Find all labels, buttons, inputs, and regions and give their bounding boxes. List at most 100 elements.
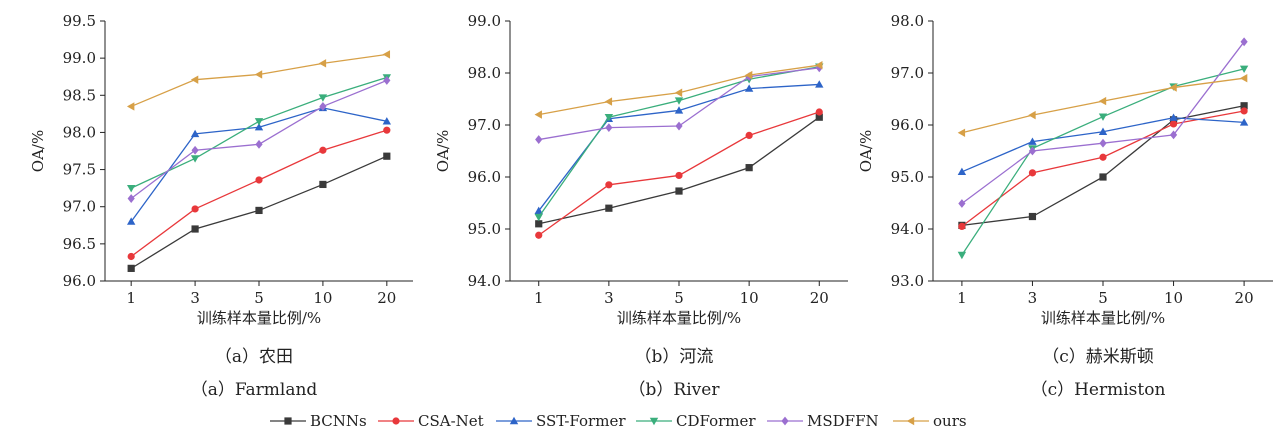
x-tick-label: 3 — [1028, 289, 1038, 307]
legend-marker — [284, 417, 291, 424]
x-tick-label: 20 — [377, 289, 396, 307]
legend-item-sst-former: SST-Former — [496, 412, 626, 430]
data-point-bcnns — [319, 181, 326, 188]
x-tick-label: 1 — [126, 289, 136, 307]
data-point-cdformer — [535, 214, 543, 221]
y-tick-label: 96.0 — [891, 116, 924, 134]
data-point-msdffn — [255, 140, 262, 149]
series-bcnns — [958, 102, 1247, 229]
data-point-cdformer — [958, 252, 966, 259]
data-point-cdformer — [255, 118, 263, 125]
legend-marker — [781, 417, 788, 426]
data-point-msdffn — [958, 199, 965, 208]
panel-caption-en: （a）Farmland — [191, 380, 318, 400]
data-point-csa-net — [1241, 107, 1248, 114]
legend-label: MSDFFN — [807, 412, 879, 430]
data-point-cdformer — [1099, 113, 1107, 120]
x-axis-label: 训练样本量比例/% — [1041, 309, 1165, 327]
data-point-msdffn — [191, 146, 198, 155]
legend-item-cdformer: CDFormer — [636, 412, 756, 430]
data-point-sst-former — [958, 168, 966, 175]
series-line-bcnns — [539, 117, 820, 224]
x-tick-label: 10 — [313, 289, 332, 307]
data-point-msdffn — [535, 135, 542, 144]
data-point-csa-net — [746, 132, 753, 139]
data-point-bcnns — [675, 187, 682, 194]
y-tick-label: 97.0 — [891, 64, 924, 82]
legend-label: CSA-Net — [418, 412, 484, 430]
data-point-ours — [319, 59, 326, 67]
x-tick-label: 5 — [254, 289, 264, 307]
y-tick-label: 95.0 — [891, 168, 924, 186]
data-point-csa-net — [1029, 169, 1036, 176]
data-point-csa-net — [1170, 120, 1177, 127]
data-point-ours — [605, 97, 612, 105]
y-axis-label: OA/% — [29, 130, 47, 172]
series-ours — [127, 50, 390, 110]
y-tick-label: 98.0 — [63, 123, 96, 141]
x-tick-label: 20 — [810, 289, 829, 307]
x-axis-label: 训练样本量比例/% — [617, 309, 741, 327]
data-point-ours — [383, 50, 390, 58]
data-point-csa-net — [535, 232, 542, 239]
legend-marker — [907, 417, 914, 425]
legend-item-msdffn: MSDFFN — [767, 412, 879, 430]
legend-label: ours — [933, 412, 967, 430]
data-point-sst-former — [815, 80, 823, 87]
data-point-bcnns — [1099, 173, 1106, 180]
legend-item-ours: ours — [893, 412, 967, 430]
data-point-bcnns — [191, 225, 198, 232]
x-tick-label: 10 — [1164, 289, 1183, 307]
data-point-ours — [958, 129, 965, 137]
y-tick-label: 99.0 — [468, 12, 501, 30]
data-point-ours — [535, 110, 542, 118]
y-tick-label: 98.0 — [891, 12, 924, 30]
y-tick-label: 99.0 — [63, 49, 96, 67]
y-tick-label: 96.0 — [468, 168, 501, 186]
data-point-msdffn — [1099, 139, 1106, 148]
data-point-bcnns — [605, 205, 612, 212]
x-tick-label: 5 — [674, 289, 684, 307]
y-tick-label: 94.0 — [891, 220, 924, 238]
y-tick-label: 96.0 — [63, 272, 96, 290]
data-point-cdformer — [191, 155, 199, 162]
data-point-ours — [1028, 111, 1035, 119]
chart-panels: 96.0 96.5 97.0 97.5 98.0 98.5 99.0 99.5 1 3 5 10 20 训… — [29, 12, 1273, 400]
y-tick-label: 97.5 — [63, 161, 96, 179]
data-point-msdffn — [128, 194, 135, 203]
legend: BCNNs CSA-Net SST-Former CDFormer MSDFFN ours — [270, 412, 967, 430]
x-tick-label: 1 — [534, 289, 544, 307]
x-axis-label: 训练样本量比例/% — [197, 309, 321, 327]
data-point-csa-net — [128, 253, 135, 260]
data-point-bcnns — [535, 220, 542, 227]
data-point-csa-net — [1099, 154, 1106, 161]
panel-caption-cn: （c）赫米斯顿 — [1042, 347, 1154, 367]
chart-panel-2: 94.0 95.0 96.0 97.0 98.0 99.0 1 3 5 10 20 训练样本量比例/%… — [434, 12, 848, 400]
panel-caption-cn: （a）农田 — [215, 347, 293, 367]
legend-item-bcnns: BCNNs — [270, 412, 367, 430]
chart-panel-1: 96.0 96.5 97.0 97.5 98.0 98.5 99.0 99.5 1 3 5 10 20 训… — [29, 12, 413, 400]
y-axis-label: OA/% — [434, 130, 452, 172]
series-bcnns — [535, 114, 823, 228]
y-tick-label: 96.5 — [63, 235, 96, 253]
data-point-csa-net — [816, 108, 823, 115]
legend-marker — [392, 417, 399, 424]
series-msdffn — [128, 76, 391, 203]
y-tick-label: 94.0 — [468, 272, 501, 290]
data-point-csa-net — [958, 223, 965, 230]
data-point-msdffn — [383, 76, 390, 85]
data-point-ours — [1240, 74, 1247, 82]
data-point-bcnns — [128, 265, 135, 272]
data-point-cdformer — [127, 185, 135, 192]
y-tick-label: 98.5 — [63, 86, 96, 104]
x-tick-label: 20 — [1235, 289, 1254, 307]
data-point-csa-net — [383, 127, 390, 134]
x-tick-label: 5 — [1098, 289, 1108, 307]
data-point-csa-net — [675, 172, 682, 179]
data-point-csa-net — [255, 176, 262, 183]
data-point-bcnns — [383, 153, 390, 160]
data-point-ours — [191, 75, 198, 83]
series-line-cdformer — [131, 77, 387, 188]
data-point-msdffn — [605, 123, 612, 132]
data-point-bcnns — [746, 164, 753, 171]
